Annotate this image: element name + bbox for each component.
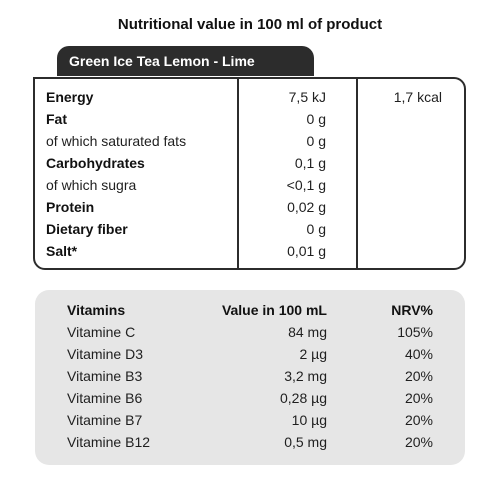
nutrition-row-sugars: of which sugra <0,1 g xyxy=(35,174,464,196)
nutrient-value: 0 g xyxy=(306,133,326,149)
vitamins-header-row: Vitamins Value in 100 mL NRV% xyxy=(35,299,465,321)
nutrient-name: of which sugra xyxy=(46,177,137,193)
column-divider xyxy=(237,79,239,268)
nutrient-value: 0 g xyxy=(306,221,326,237)
nutrition-row-fat: Fat 0 g xyxy=(35,108,464,130)
nutrient-name: Salt* xyxy=(46,243,78,259)
nutrition-table: Energy 7,5 kJ 1,7 kcal Fat 0 g of which … xyxy=(33,77,466,270)
nutrient-value: 0,02 g xyxy=(287,199,326,215)
vitamin-value: 2 µg xyxy=(299,346,327,362)
nutrient-name: of which saturated fats xyxy=(46,133,187,149)
vitamins-header-value: Value in 100 mL xyxy=(221,302,327,318)
vitamin-name: Vitamine B12 xyxy=(67,434,151,450)
nutrient-name: Carbohydrates xyxy=(46,155,145,171)
vitamin-row: Vitamine C 84 mg 105% xyxy=(35,321,465,343)
nutrient-kcal: 1,7 kcal xyxy=(393,89,442,105)
vitamin-nrv: 40% xyxy=(404,346,433,362)
nutrition-row-salt: Salt* 0,01 g xyxy=(35,240,464,262)
vitamin-nrv: 20% xyxy=(404,368,433,384)
nutrient-value: <0,1 g xyxy=(286,177,326,193)
nutrient-name: Fat xyxy=(46,111,67,127)
vitamin-value: 3,2 mg xyxy=(284,368,327,384)
nutrient-name: Protein xyxy=(46,199,95,215)
vitamin-value: 10 µg xyxy=(291,412,327,428)
vitamin-nrv: 105% xyxy=(397,324,433,340)
vitamin-nrv: 20% xyxy=(404,412,433,428)
vitamin-name: Vitamine D3 xyxy=(67,346,144,362)
vitamin-value: 0,28 µg xyxy=(280,390,327,406)
vitamin-row: Vitamine B12 0,5 mg 20% xyxy=(35,431,465,453)
nutrient-value: 0,1 g xyxy=(294,155,326,171)
vitamins-header-nrv: NRV% xyxy=(391,302,433,318)
nutrient-value: 0 g xyxy=(306,111,326,127)
vitamin-nrv: 20% xyxy=(404,434,433,450)
nutrition-row-energy: Energy 7,5 kJ 1,7 kcal xyxy=(35,86,464,108)
vitamin-value: 0,5 mg xyxy=(284,434,327,450)
product-name-tab: Green Ice Tea Lemon - Lime xyxy=(57,46,314,76)
nutrient-name: Dietary fiber xyxy=(46,221,128,237)
page-title: Nutritional value in 100 ml of product xyxy=(117,16,383,33)
vitamin-row: Vitamine D3 2 µg 40% xyxy=(35,343,465,365)
nutrient-value: 7,5 kJ xyxy=(288,89,326,105)
nutrient-value: 0,01 g xyxy=(287,243,326,259)
vitamin-name: Vitamine B6 xyxy=(67,390,143,406)
vitamin-row: Vitamine B7 10 µg 20% xyxy=(35,409,465,431)
vitamin-name: Vitamine B3 xyxy=(67,368,143,384)
vitamin-name: Vitamine C xyxy=(67,324,136,340)
vitamin-nrv: 20% xyxy=(404,390,433,406)
vitamin-name: Vitamine B7 xyxy=(67,412,143,428)
vitamin-value: 84 mg xyxy=(288,324,327,340)
nutrition-row-carbohydrates: Carbohydrates 0,1 g xyxy=(35,152,464,174)
column-divider xyxy=(356,79,358,268)
vitamins-table: Vitamins Value in 100 mL NRV% Vitamine C… xyxy=(35,290,465,465)
vitamins-header-name: Vitamins xyxy=(67,302,126,318)
vitamin-row: Vitamine B6 0,28 µg 20% xyxy=(35,387,465,409)
nutrition-row-protein: Protein 0,02 g xyxy=(35,196,464,218)
nutrient-name: Energy xyxy=(46,89,94,105)
vitamin-row: Vitamine B3 3,2 mg 20% xyxy=(35,365,465,387)
nutrition-row-saturated-fats: of which saturated fats 0 g xyxy=(35,130,464,152)
nutrition-row-dietary-fiber: Dietary fiber 0 g xyxy=(35,218,464,240)
